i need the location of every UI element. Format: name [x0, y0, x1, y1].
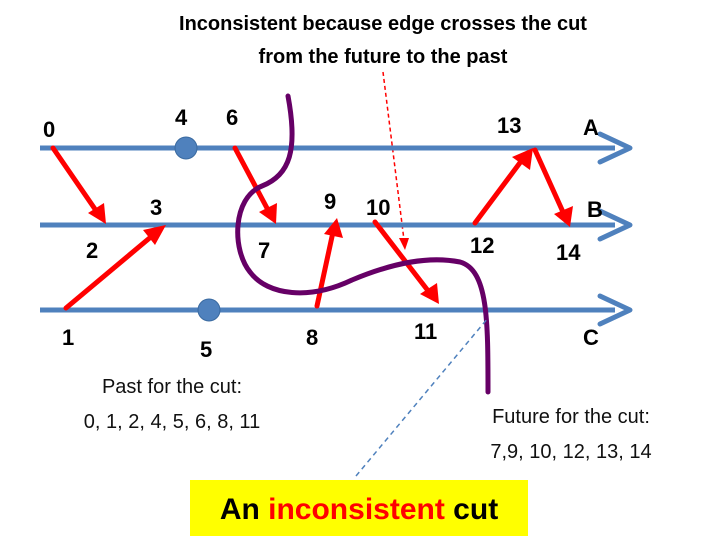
title-pointer-head [399, 238, 409, 250]
timeline-a [40, 131, 633, 165]
event-label-14: 14 [556, 240, 581, 265]
cut-line [235, 93, 491, 395]
message-0-to-2 [50, 145, 106, 224]
caption-highlight: inconsistent [268, 493, 445, 526]
title-pointer-line [382, 71, 405, 241]
message-1-to-3 [63, 225, 166, 311]
timeline-b [40, 208, 633, 242]
past-events: 0, 1, 2, 4, 5, 6, 8, 11 [84, 411, 260, 433]
event-label-11: 11 [414, 319, 437, 344]
process-label-b: B [587, 197, 603, 222]
event-label-9: 9 [324, 189, 336, 214]
event-label-10: 10 [366, 195, 390, 220]
message-13-to-14 [532, 147, 573, 227]
past-heading: Past for the cut: [102, 376, 242, 398]
event-label-0: 0 [43, 117, 55, 142]
event-label-12: 12 [470, 233, 494, 258]
caption-part-2: cut [445, 493, 498, 526]
event-label-8: 8 [306, 325, 318, 350]
caption-pointer-line [355, 317, 489, 477]
event-label-6: 6 [226, 105, 238, 130]
title-line-1: Inconsistent because edge crosses the cu… [179, 13, 587, 35]
message-12-to-13 [472, 148, 533, 226]
event-label-2: 2 [86, 238, 98, 263]
message-8-to-9 [314, 218, 343, 309]
message-10-to-11 [372, 219, 439, 304]
process-label-a: A [583, 115, 599, 140]
title-line-2: from the future to the past [259, 46, 508, 68]
event-label-13: 13 [497, 113, 521, 138]
event-label-1: 1 [62, 325, 74, 350]
future-events: 7,9, 10, 12, 13, 14 [490, 441, 651, 463]
event-label-3: 3 [150, 195, 162, 220]
event-label-7: 7 [258, 238, 270, 263]
message-6-to-7 [232, 145, 277, 224]
caption-part-1: An [220, 493, 268, 526]
caption-box [190, 480, 528, 536]
event-label-4: 4 [175, 105, 188, 130]
event-5-dot [197, 298, 221, 322]
caption-text: An inconsistent cut [220, 493, 498, 526]
event-label-5: 5 [200, 337, 212, 362]
process-label-c: C [583, 325, 599, 350]
future-heading: Future for the cut: [492, 406, 650, 428]
timeline-c [40, 293, 633, 327]
event-4-dot [174, 136, 198, 160]
